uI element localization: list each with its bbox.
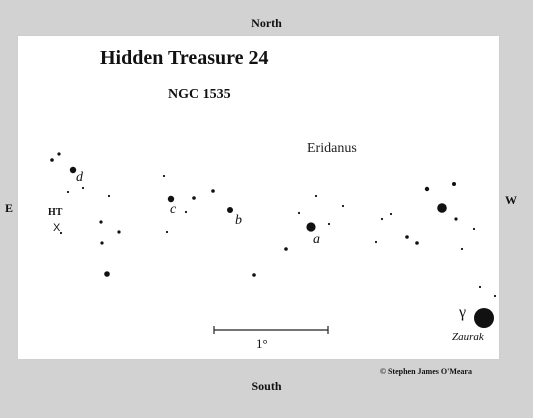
- scale-bar: [213, 326, 329, 334]
- star-31: [424, 186, 430, 192]
- star-1: [50, 158, 54, 162]
- star-field: [50, 152, 497, 328]
- star-12: [162, 174, 166, 178]
- star-chart-panel: Hidden Treasure 24 NGC 1535 Eridanus HT …: [17, 35, 500, 360]
- star-13: [167, 195, 175, 203]
- star-16: [211, 189, 215, 193]
- east-label: E: [5, 201, 14, 215]
- star-14: [184, 210, 188, 214]
- zaurak-label: Zaurak: [452, 331, 485, 343]
- star-38: [478, 285, 482, 289]
- star-39: [493, 294, 497, 298]
- west-label: W: [505, 193, 517, 207]
- star-35: [472, 227, 476, 231]
- star-29: [405, 235, 409, 239]
- north-label: North: [251, 16, 282, 30]
- star-20: [284, 247, 288, 251]
- star-2: [57, 152, 61, 156]
- star-3: [69, 166, 77, 174]
- star-21: [297, 211, 301, 215]
- gamma-label: γ: [458, 304, 466, 321]
- star-26: [380, 217, 384, 221]
- star-4: [66, 190, 70, 194]
- scale-label: 1°: [256, 336, 268, 351]
- target-marker: X: [53, 222, 61, 234]
- star-32: [437, 203, 447, 213]
- copyright-credit: © Stephen James O'Meara: [380, 367, 472, 376]
- star-25: [341, 204, 345, 208]
- star-23: [314, 194, 318, 198]
- star-6: [107, 194, 111, 198]
- south-label: South: [251, 379, 282, 393]
- constellation-label: Eridanus: [307, 141, 357, 156]
- star-18: [165, 230, 169, 234]
- star-11: [59, 231, 63, 235]
- star-33: [452, 182, 456, 186]
- star-19: [252, 273, 256, 277]
- star-label-b: b: [235, 213, 242, 228]
- star-36: [460, 247, 464, 251]
- star-chart: Hidden Treasure 24 NGC 1535 Eridanus HT …: [48, 47, 497, 351]
- star-10: [104, 271, 110, 277]
- star-17: [227, 207, 233, 213]
- chart-subtitle: NGC 1535: [168, 87, 231, 102]
- star-15: [192, 196, 196, 200]
- star-22: [306, 222, 316, 232]
- star-34: [454, 217, 458, 221]
- star-8: [100, 241, 104, 245]
- zaurak-star: [474, 308, 494, 328]
- star-label-d: d: [76, 170, 84, 185]
- star-30: [415, 241, 419, 245]
- star-label-a: a: [313, 232, 320, 247]
- chart-title: Hidden Treasure 24: [100, 47, 269, 69]
- star-label-c: c: [170, 202, 177, 217]
- star-28: [374, 240, 378, 244]
- star-24: [327, 222, 331, 226]
- star-9: [117, 230, 121, 234]
- star-7: [99, 220, 103, 224]
- star-5: [81, 186, 85, 190]
- star-27: [389, 212, 393, 216]
- target-label: HT: [48, 207, 63, 218]
